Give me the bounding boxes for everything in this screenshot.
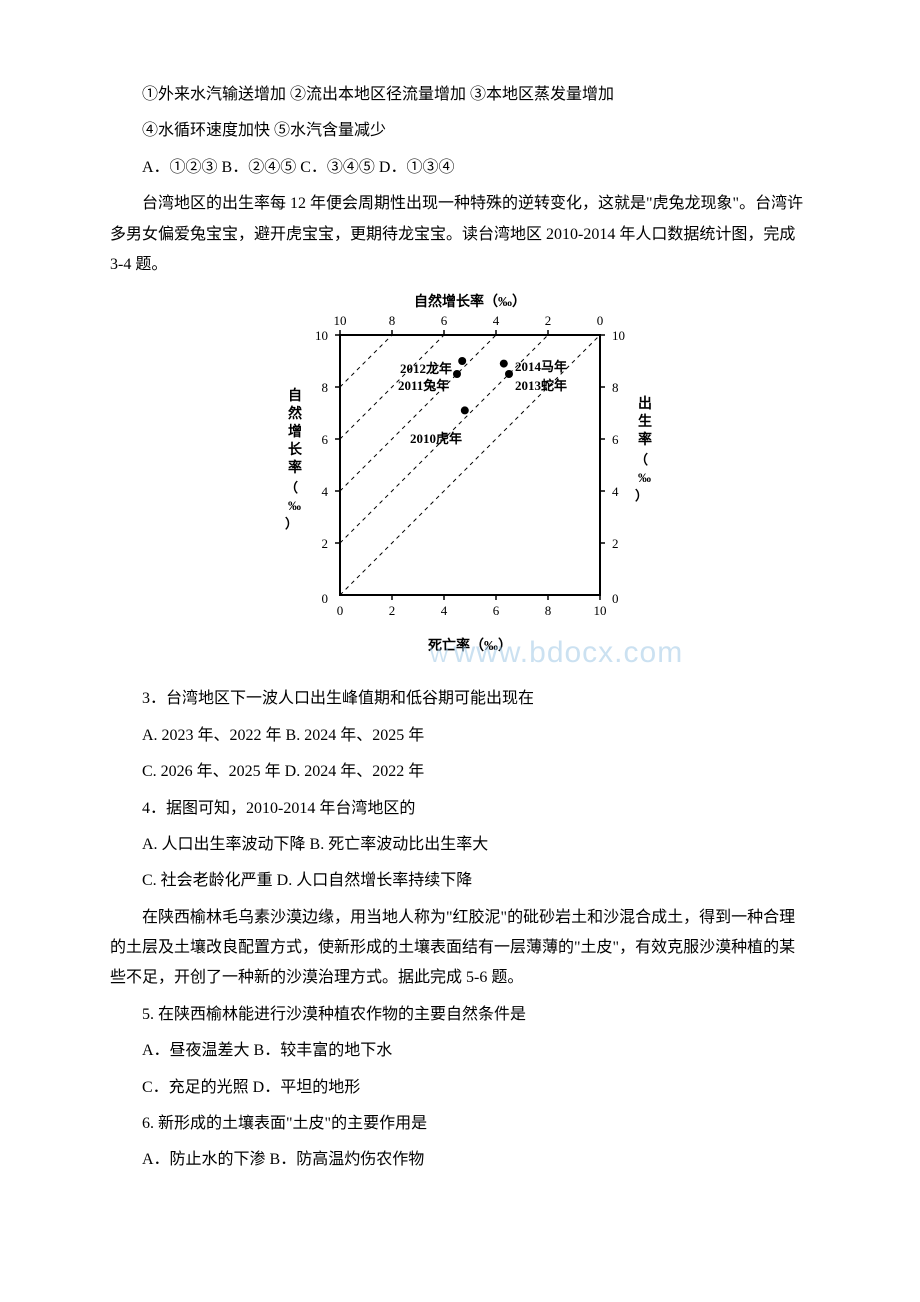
q-top-options: A．①②③ B．②④⑤ C．③④⑤ D．①③④ [110,153,810,183]
svg-text:率: 率 [288,459,302,476]
svg-text:率: 率 [638,431,652,448]
svg-text:6: 6 [493,603,500,618]
chart-container: 10 8 6 4 2 0 10 8 6 4 2 0 10 8 6 [110,290,810,670]
svg-text:2014马年: 2014马年 [515,359,567,374]
svg-text:10: 10 [612,328,625,343]
taiwan-intro: 台湾地区的出生率每 12 年便会周期性出现一种特殊的逆转变化，这就是"虎兔龙现象… [110,189,810,280]
svg-text:6: 6 [441,313,448,328]
svg-text:增: 增 [288,423,302,440]
q5-options-ab: A．昼夜温差大 B．较丰富的地下水 [110,1036,810,1066]
q5-stem: 5. 在陕西榆林能进行沙漠种植农作物的主要自然条件是 [110,1000,810,1030]
svg-text:6: 6 [322,432,329,447]
svg-text:6: 6 [612,432,619,447]
q3-options-cd: C. 2026 年、2025 年 D. 2024 年、2022 年 [110,757,810,787]
svg-text:8: 8 [545,603,552,618]
svg-text:0: 0 [337,603,344,618]
svg-text:2012龙年: 2012龙年 [400,361,452,376]
statement-line-1: ①外来水汽输送增加 ②流出本地区径流量增加 ③本地区蒸发量增加 [110,80,810,110]
q4-options-ab: A. 人口出生率波动下降 B. 死亡率波动比出生率大 [110,830,810,860]
svg-text:4: 4 [322,484,329,499]
svg-text:4: 4 [441,603,448,618]
svg-text:生: 生 [638,413,652,430]
svg-text:自: 自 [288,387,302,404]
svg-text:（: （ [285,480,298,495]
svg-text:2011兔年: 2011兔年 [398,378,449,393]
svg-text:0: 0 [597,313,604,328]
q4-stem: 4．据图可知，2010-2014 年台湾地区的 [110,794,810,824]
yulin-intro: 在陕西榆林毛乌素沙漠边缘，用当地人称为"红胶泥"的砒砂岩土和沙混合成土，得到一种… [110,903,810,994]
svg-text:8: 8 [322,380,329,395]
svg-text:自然增长率（‰）: 自然增长率（‰） [414,293,526,310]
svg-text:2013蛇年: 2013蛇年 [515,378,567,393]
svg-text:2: 2 [545,313,552,328]
svg-text:0: 0 [322,591,329,606]
svg-text:10: 10 [315,328,328,343]
svg-text:‰: ‰ [288,498,301,513]
q6-options-ab: A．防止水的下渗 B．防高温灼伤农作物 [110,1145,810,1175]
population-chart: 10 8 6 4 2 0 10 8 6 4 2 0 10 8 6 [250,290,670,670]
svg-text:10: 10 [334,313,347,328]
svg-text:）: ） [285,516,298,531]
q4-options-cd: C. 社会老龄化严重 D. 人口自然增长率持续下降 [110,866,810,896]
svg-text:8: 8 [612,380,619,395]
statement-line-2: ④水循环速度加快 ⑤水汽含量减少 [110,116,810,146]
q3-stem: 3．台湾地区下一波人口出生峰值期和低谷期可能出现在 [110,684,810,714]
q3-options-ab: A. 2023 年、2022 年 B. 2024 年、2025 年 [110,721,810,751]
svg-text:0: 0 [612,591,619,606]
svg-text:8: 8 [389,313,396,328]
q6-stem: 6. 新形成的土壤表面"土皮"的主要作用是 [110,1109,810,1139]
svg-text:）: ） [635,488,648,503]
svg-text:‰: ‰ [638,470,651,485]
svg-text:2: 2 [322,536,329,551]
svg-text:死亡率（‰）: 死亡率（‰） [427,637,512,654]
svg-text:长: 长 [288,441,303,458]
svg-text:2010虎年: 2010虎年 [410,431,462,446]
svg-text:4: 4 [493,313,500,328]
svg-text:4: 4 [612,484,619,499]
svg-text:然: 然 [288,405,302,422]
svg-text:（: （ [635,452,648,467]
svg-text:2: 2 [612,536,619,551]
svg-text:出: 出 [638,395,652,412]
svg-text:10: 10 [594,603,607,618]
q5-options-cd: C．充足的光照 D．平坦的地形 [110,1073,810,1103]
svg-text:2: 2 [389,603,396,618]
